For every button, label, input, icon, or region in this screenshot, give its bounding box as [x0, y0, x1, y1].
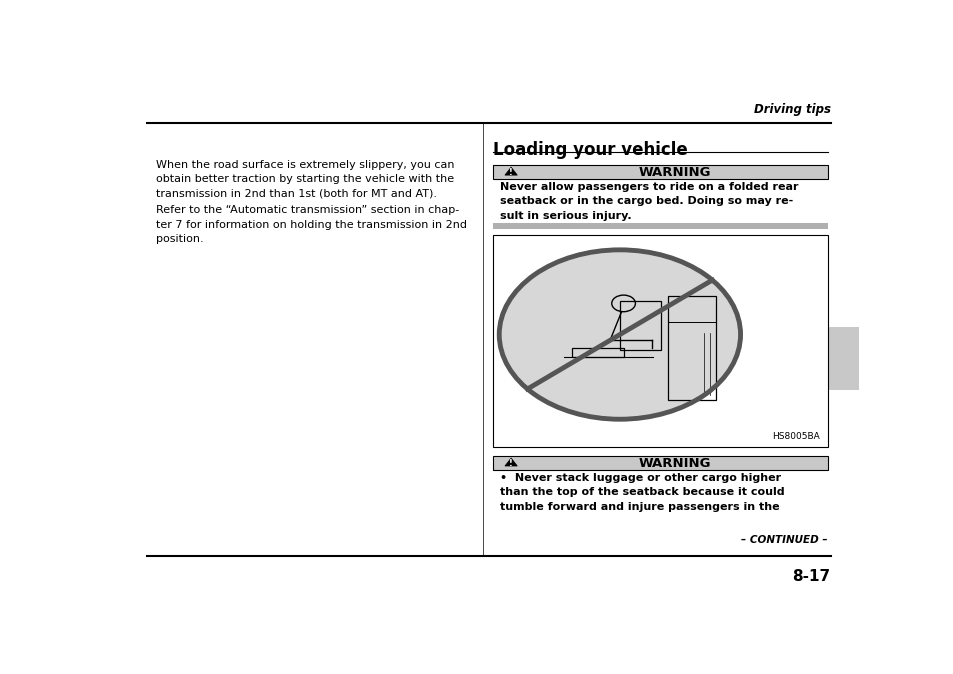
FancyBboxPatch shape: [492, 165, 826, 179]
Text: !: !: [509, 459, 513, 468]
Circle shape: [498, 250, 740, 419]
Text: WARNING: WARNING: [638, 456, 710, 470]
Text: Driving tips: Driving tips: [753, 103, 830, 116]
Text: 8-17: 8-17: [792, 569, 830, 584]
Text: •  Never stack luggage or other cargo higher
than the top of the seatback becaus: • Never stack luggage or other cargo hig…: [499, 472, 783, 512]
Polygon shape: [504, 167, 517, 175]
Text: Loading your vehicle: Loading your vehicle: [492, 141, 687, 158]
Text: Never allow passengers to ride on a folded rear
seatback or in the cargo bed. Do: Never allow passengers to ride on a fold…: [499, 182, 798, 221]
Text: !: !: [509, 168, 513, 177]
Text: WARNING: WARNING: [638, 166, 710, 179]
FancyBboxPatch shape: [817, 328, 858, 390]
FancyBboxPatch shape: [492, 456, 826, 470]
Polygon shape: [504, 458, 517, 466]
FancyBboxPatch shape: [492, 235, 826, 447]
FancyBboxPatch shape: [492, 222, 826, 229]
Text: Refer to the “Automatic transmission” section in chap-
ter 7 for information on : Refer to the “Automatic transmission” se…: [156, 206, 467, 244]
Text: – CONTINUED –: – CONTINUED –: [740, 535, 826, 545]
Text: HS8005BA: HS8005BA: [772, 431, 820, 441]
Text: When the road surface is extremely slippery, you can
obtain better traction by s: When the road surface is extremely slipp…: [156, 160, 455, 199]
